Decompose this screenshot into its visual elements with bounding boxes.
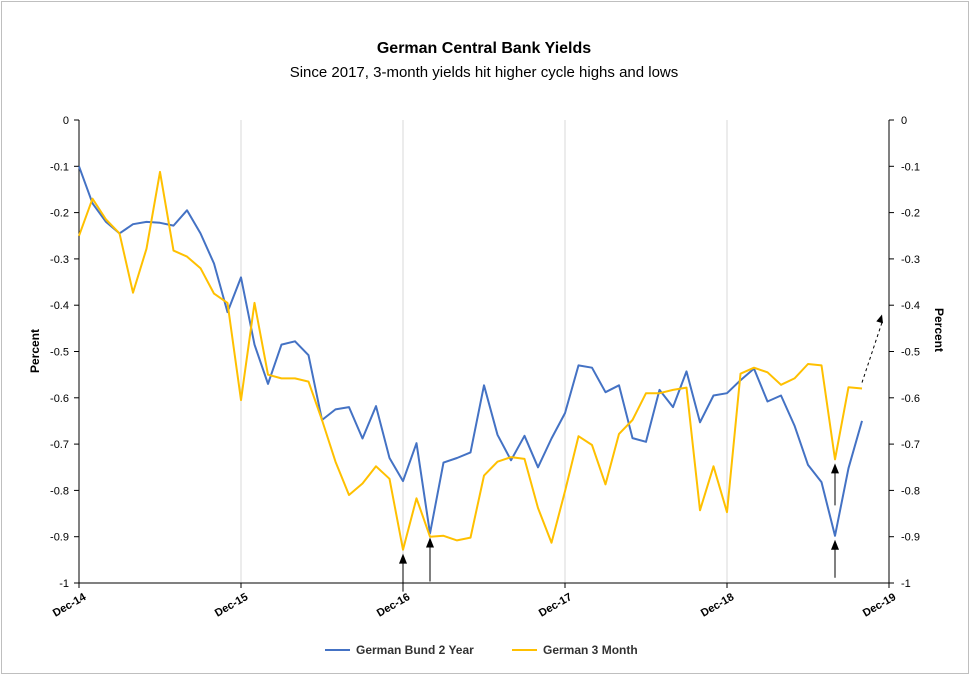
dashed-arrow-shaft	[861, 322, 883, 383]
arrow-aug19-3month-head	[831, 463, 839, 474]
y-tick-label-left: 0	[63, 115, 69, 127]
y-tick-label-right: -0.7	[901, 439, 920, 451]
legend: German Bund 2 Year German 3 Month	[325, 643, 638, 657]
y-axis-label-left: Percent	[28, 329, 42, 373]
x-tick-label: Dec-16	[375, 591, 412, 619]
axes	[74, 119, 894, 588]
x-tick-label: Dec-14	[51, 591, 89, 620]
y-tick-label-right: -0.5	[901, 347, 920, 359]
legend-label-bund: German Bund 2 Year	[356, 643, 474, 657]
y-tick-label-left: -0.4	[50, 300, 69, 312]
y-tick-label-left: -0.6	[50, 393, 69, 405]
x-tick-label: Dec-19	[861, 591, 898, 619]
x-tick-label: Dec-18	[699, 591, 736, 619]
dashed-arrow-head	[876, 314, 884, 324]
chart-subtitle: Since 2017, 3-month yields hit higher cy…	[289, 64, 679, 81]
y-tick-label-right: -0.2	[901, 208, 920, 220]
series-line-german-3-month	[78, 170, 863, 551]
arrow-feb17-head	[426, 537, 434, 548]
grid-lines	[240, 120, 728, 583]
y-tick-label-right: 0	[901, 115, 907, 127]
series-lines	[78, 165, 863, 551]
y-tick-label-left: -0.1	[50, 161, 69, 173]
y-tick-label-left: -0.2	[50, 208, 69, 220]
y-tick-label-left: -0.3	[50, 254, 69, 266]
legend-label-3month: German 3 Month	[543, 643, 638, 657]
y-tick-label-left: -0.5	[50, 347, 69, 359]
annotation-arrows	[399, 314, 884, 592]
y-tick-label-left: -0.9	[50, 532, 69, 544]
y-tick-label-left: -0.8	[50, 485, 69, 497]
tick-labels: Dec-14 Dec-15 Dec-16 Dec-17 Dec-18 Dec-19 0 0 -0…	[50, 115, 920, 620]
arrow-dec16-head	[399, 553, 407, 564]
y-tick-label-right: -0.1	[901, 161, 920, 173]
y-tick-label-right: -0.6	[901, 393, 920, 405]
y-axis-label-right: Percent	[932, 308, 946, 352]
y-tick-label-right: -0.4	[901, 300, 920, 312]
arrow-aug19-bund-head	[831, 539, 839, 550]
y-tick-label-right: -0.3	[901, 254, 920, 266]
x-tick-label: Dec-17	[537, 591, 574, 619]
series-line-bund-2-year	[78, 165, 863, 537]
y-tick-label-right: -0.8	[901, 485, 920, 497]
y-tick-label-left: -1	[59, 578, 69, 590]
y-tick-label-right: -1	[901, 578, 911, 590]
chart-title: German Central Bank Yields	[376, 40, 592, 57]
y-tick-label-right: -0.9	[901, 532, 920, 544]
x-tick-label: Dec-15	[213, 591, 250, 619]
y-tick-label-left: -0.7	[50, 439, 69, 451]
